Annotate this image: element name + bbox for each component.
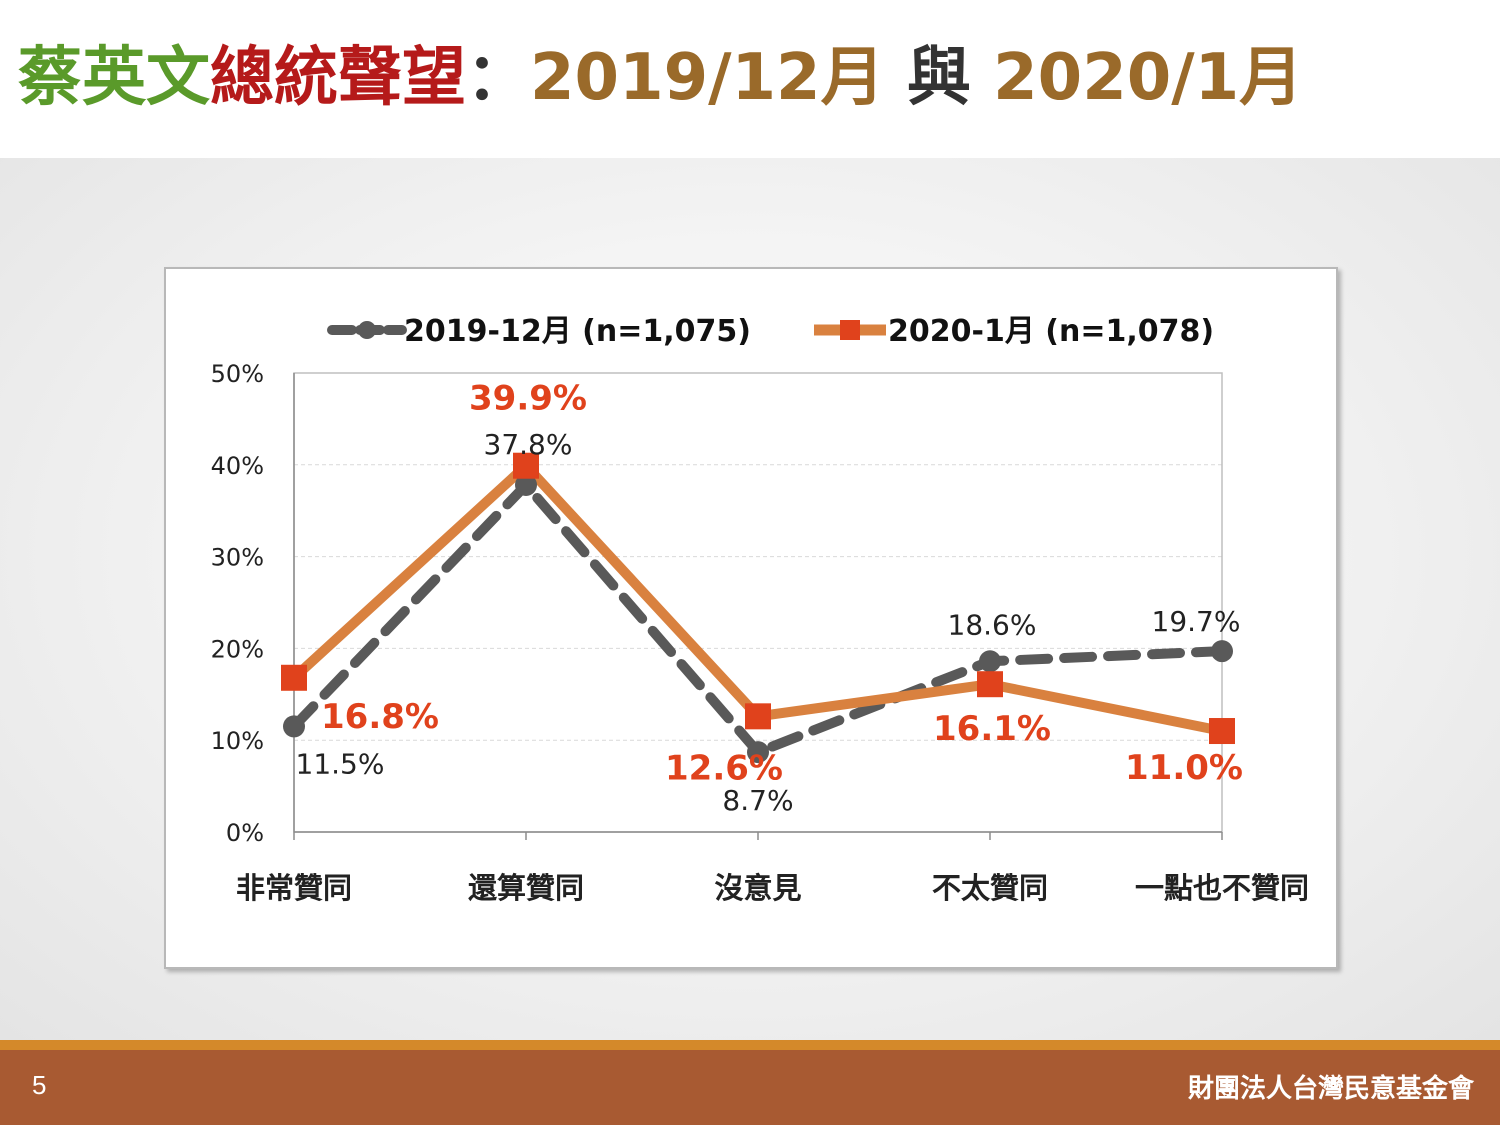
series-2019-12-data-label: 18.6%: [948, 608, 1037, 641]
series-2020-1-marker: [745, 703, 771, 730]
series-2019-12-marker: [515, 473, 537, 496]
series-2020-1-marker: [977, 671, 1003, 698]
series-2020-1-marker: [513, 452, 539, 479]
legend-2019-12-label: 2019-12月 (n=1,075): [404, 314, 751, 349]
line-chart: 0% 10% 20% 30% 40% 50% 非常贊同 還算贊同 沒意見 不太贊同 一點也不贊同 11…: [211, 314, 1309, 905]
series-2019-12-data-label: 8.7%: [722, 784, 793, 817]
y-tick-label: 0%: [226, 819, 264, 847]
title-period-2: 2020/1月: [993, 41, 1304, 115]
series-2020-1-data-label: 12.6%: [665, 748, 783, 788]
legend-2020-1-label: 2020-1月 (n=1,078): [888, 314, 1214, 349]
category-label: 不太贊同: [932, 871, 1048, 905]
organization-name: 財團法人台灣民意基金會: [1187, 1074, 1474, 1104]
series-2020-1-data-label: 39.9%: [469, 379, 587, 419]
series-2019-12-data-label: 19.7%: [1152, 605, 1241, 638]
y-tick-label: 20%: [211, 635, 264, 663]
page-number: 5: [32, 1070, 47, 1100]
category-label: 沒意見: [714, 871, 801, 905]
category-label: 非常贊同: [236, 871, 352, 905]
series-2020-1-line: [290, 458, 1223, 736]
title-topic: 總統聲望: [210, 41, 466, 115]
title-period-1: 2019/12月: [530, 41, 885, 115]
series-2019-12-data-label: 11.5%: [296, 747, 385, 780]
y-tick-label: 10%: [211, 727, 264, 755]
title-separator: ：: [466, 41, 530, 115]
title-name: 蔡英文: [18, 41, 210, 115]
series-2019-12-data-label: 37.8%: [484, 428, 573, 461]
y-tick-label: 50%: [211, 360, 264, 388]
footer-bar: [0, 1050, 1500, 1125]
legend-2019-12-marker: [358, 321, 376, 339]
y-tick-label: 40%: [211, 452, 264, 480]
slide-title: 蔡英文總統聲望：2019/12月 與 2020/1月: [18, 40, 1303, 117]
series-2020-1-data-label: 16.8%: [321, 697, 439, 737]
series-2020-1-data-label: 16.1%: [933, 709, 1051, 749]
series-2019-12-marker: [283, 715, 305, 738]
series-2020-1-marker: [281, 664, 307, 691]
footer-accent-line: [0, 1040, 1500, 1050]
category-label: 還算贊同: [468, 871, 584, 905]
legend-2020-1-marker: [840, 320, 860, 340]
series-2019-12-marker: [1211, 640, 1233, 663]
series-2020-1-data-label: 11.0%: [1125, 748, 1243, 788]
series-2019-12-marker: [979, 650, 1001, 673]
chart-frame: 0% 10% 20% 30% 40% 50% 非常贊同 還算贊同 沒意見 不太贊同 一點也不贊同 11…: [164, 267, 1338, 969]
y-tick-label: 30%: [211, 544, 264, 572]
title-conjunction: 與: [884, 41, 994, 115]
category-label: 一點也不贊同: [1135, 871, 1309, 905]
series-2019-12-marker: [747, 741, 769, 764]
series-2020-1-marker: [1209, 718, 1235, 745]
title-bar: 蔡英文總統聲望：2019/12月 與 2020/1月: [0, 0, 1500, 158]
